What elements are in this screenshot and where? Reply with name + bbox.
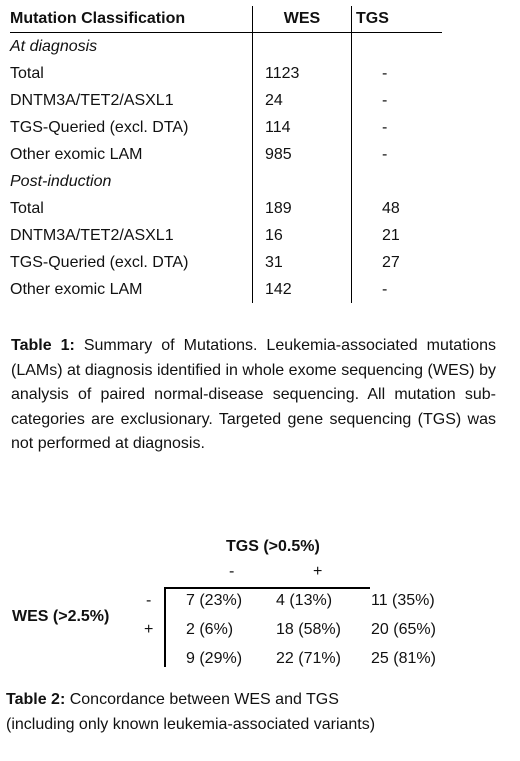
tgs-plus-header: + [313,563,323,580]
table-cell: 18 (58%) [276,621,341,638]
table-cell: 25 (81%) [371,650,436,667]
row-name: Other exomic LAM [10,145,143,163]
row-name: Total [10,64,44,82]
caption-text: Concordance between WES and TGS [65,691,339,708]
table-cell: 4 (13%) [276,592,333,609]
mutation-summary-table: Mutation Classification WES TGS At diagn… [10,6,442,303]
wes-minus-header: - [146,592,152,609]
tgs-minus-header: - [229,563,235,580]
row-name: DNTM3A/TET2/ASXL1 [10,91,174,109]
table-cell: 20 (65%) [371,621,436,638]
section-label: Post-induction [10,172,112,190]
table-divider-vertical [164,587,166,667]
wes-value: 114 [252,114,352,141]
wes-value: 16 [252,222,352,249]
table-divider-horizontal [164,587,370,589]
table2-caption: Table 2: Concordance between WES and TGS… [6,688,375,737]
table-cell: 22 (71%) [276,650,341,667]
tgs-axis-title: TGS (>0.5%) [226,538,320,555]
wes-axis-title: WES (>2.5%) [12,608,110,625]
caption-line: (including only known leukemia-associate… [6,715,376,733]
tgs-value: 21 [382,226,400,244]
header-wes: WES [252,6,352,33]
wes-value: 1123 [252,60,352,87]
tgs-value: 27 [382,253,400,271]
table-cell: 2 (6%) [186,621,234,638]
wes-value: 985 [252,141,352,168]
header-tgs: TGS [351,6,442,33]
row-name: TGS-Queried (excl. DTA) [10,118,189,136]
section-row: At diagnosis [10,32,442,60]
table-row: DNTM3A/TET2/ASXL1 16 21 [10,222,442,249]
tgs-value: 48 [382,199,400,217]
table-row: Other exomic LAM 142 - [10,276,442,303]
row-name: DNTM3A/TET2/ASXL1 [10,226,174,244]
tgs-value: - [382,64,388,82]
header-classification: Mutation Classification [10,6,253,33]
table-header-row: Mutation Classification WES TGS [10,6,442,33]
row-name: Other exomic LAM [10,280,143,298]
table-row: Other exomic LAM 985 - [10,141,442,168]
wes-value: 142 [252,276,352,303]
table-row: DNTM3A/TET2/ASXL1 24 - [10,87,442,114]
tgs-value: - [382,91,388,109]
table-cell: 11 (35%) [371,592,435,609]
table-cell: 7 (23%) [186,592,243,609]
section-label: At diagnosis [10,37,98,55]
caption-label: Table 1: [11,337,75,354]
caption-line: Table 2: Concordance between WES and TGS [6,688,375,713]
tgs-value: - [382,118,388,136]
caption-label: Table 2: [6,691,66,708]
wes-value: 189 [252,195,352,222]
caption-text: Summary of Mutations. Leukemia-associate… [11,337,496,452]
row-name: TGS-Queried (excl. DTA) [10,253,189,271]
row-name: Total [10,199,44,217]
table1-caption: Table 1: Summary of Mutations. Leukemia-… [11,334,496,457]
table-row: TGS-Queried (excl. DTA) 31 27 [10,249,442,276]
table-row: Total 1123 - [10,60,442,87]
tgs-value: - [382,280,388,298]
wes-value: 24 [252,87,352,114]
table-row: TGS-Queried (excl. DTA) 114 - [10,114,442,141]
tgs-value: - [382,145,388,163]
table-row: Total 189 48 [10,195,442,222]
section-row: Post-induction [10,168,442,195]
wes-plus-header: + [144,621,154,638]
wes-value: 31 [252,249,352,276]
table-cell: 9 (29%) [186,650,243,667]
